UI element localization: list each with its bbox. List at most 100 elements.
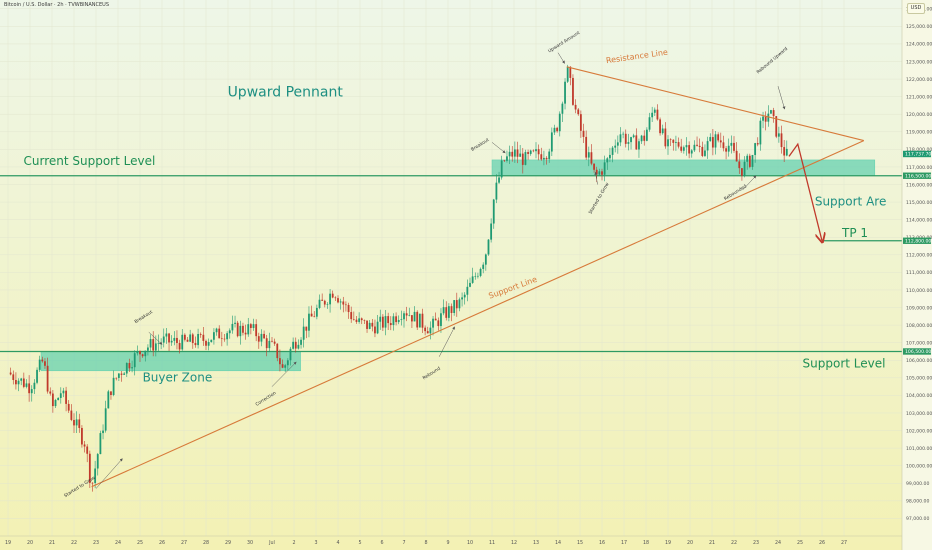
time-tick-label: 23: [93, 540, 99, 546]
candle-down: [176, 337, 178, 344]
time-tick-label: 21: [709, 540, 715, 546]
candle-up: [228, 330, 231, 334]
candle-up: [706, 141, 709, 151]
support-level-tag-bg: [903, 348, 931, 355]
candle-down: [601, 171, 603, 175]
candle-down: [764, 116, 767, 122]
price-tick-label: 98,000.00: [906, 499, 929, 505]
time-tick-label: 30: [247, 540, 253, 546]
candle-up: [133, 353, 136, 368]
symbol-title[interactable]: Bitcoin / U.S. Dollar · 2h · TVWBINANCE‌…: [4, 2, 110, 8]
grid: [0, 0, 902, 536]
candle-up: [154, 343, 157, 351]
candle-down: [49, 391, 52, 394]
candle-up: [553, 127, 556, 133]
candle-up: [20, 378, 23, 381]
candle-down: [65, 390, 67, 404]
candle-down: [424, 327, 427, 332]
candle-up: [157, 342, 160, 344]
candle-up: [247, 324, 250, 335]
price-axis[interactable]: 97,000.00 98,000.00 99,000.00 100,000.00 101…: [901, 0, 932, 550]
candle-up: [62, 390, 65, 394]
current-support-level-tag: 116,500.00: [905, 173, 931, 179]
candle-up: [226, 333, 229, 340]
annotation-arrow: [148, 331, 163, 345]
candle-down: [772, 110, 775, 117]
price-tick-label: 124,000.00: [906, 42, 932, 48]
candle-down: [46, 365, 49, 392]
candle-up: [519, 153, 522, 157]
candle-up: [260, 333, 263, 342]
candle-up: [326, 304, 329, 305]
time-tick-label: 20: [687, 540, 693, 546]
price-tick-label: 105,000.00: [906, 376, 932, 382]
candle-up: [685, 145, 688, 148]
candle-up: [147, 347, 149, 351]
candle-up: [616, 142, 619, 146]
candle-down: [223, 338, 226, 340]
price-tick-label: 125,000.00: [906, 24, 932, 30]
candle-up: [675, 142, 677, 143]
candle-down: [168, 333, 170, 343]
candle-down: [9, 372, 12, 375]
candle-down: [44, 361, 46, 366]
candle-down: [503, 160, 506, 162]
candle-up: [603, 162, 606, 175]
candle-down: [202, 334, 205, 341]
candle-down: [313, 316, 316, 318]
time-tick-label: 28: [203, 540, 209, 546]
zone-buyer-zone: [40, 351, 301, 372]
price-tick-label: 114,000.00: [906, 217, 932, 223]
candle-up: [587, 152, 590, 158]
candle-up: [651, 112, 654, 118]
time-tick-label: 25: [137, 540, 143, 546]
candle-up: [239, 325, 242, 337]
candle-up: [477, 275, 479, 277]
candle-up: [690, 150, 693, 154]
candle-down: [12, 374, 15, 380]
price-tick-label: 103,000.00: [906, 411, 932, 417]
candle-up: [207, 342, 210, 346]
candle-up: [693, 144, 696, 151]
candle-up: [614, 145, 617, 148]
candle-up: [94, 468, 97, 483]
candle-up: [645, 129, 648, 141]
candle-down: [352, 319, 355, 320]
candle-down: [67, 403, 70, 411]
candle-down: [366, 320, 368, 329]
candle-down: [659, 119, 661, 134]
candle-down: [51, 393, 54, 407]
candle-up: [38, 359, 41, 370]
price-tick-label: 112,000.00: [906, 253, 932, 259]
currency-button[interactable]: USD: [907, 3, 925, 14]
candle-down: [120, 373, 123, 375]
price-tick-label: 117,000.00: [906, 165, 932, 171]
candle-down: [656, 109, 659, 120]
candle-down: [677, 142, 680, 147]
candle-down: [434, 318, 437, 321]
candle-up: [709, 137, 712, 142]
candle-up: [447, 306, 450, 318]
candle-up: [648, 117, 651, 130]
candle-down: [395, 316, 397, 323]
candle-up: [408, 315, 411, 316]
candle-down: [265, 338, 268, 349]
candle-down: [735, 150, 738, 162]
candle-up: [479, 268, 482, 276]
candle-down: [152, 339, 155, 351]
candle-up: [714, 134, 717, 148]
candle-down: [389, 323, 392, 326]
candle-down: [445, 307, 448, 318]
tp-1-tag: 112,800.00: [905, 238, 931, 244]
time-tick-label: Jul: [268, 540, 275, 546]
candle-up: [490, 223, 493, 240]
annotation-arrow: [491, 142, 506, 154]
candle-up: [170, 340, 173, 343]
candle-up: [33, 382, 36, 390]
price-tick-label: 97,000.00: [906, 516, 929, 522]
annotation-arrow: [95, 458, 123, 489]
candle-down: [271, 340, 273, 342]
time-axis[interactable]: 19 20 21 22 23 24 25 26 27 28 29 30 Jul 2 3 4 5 6 7 8 9 10 11 1…: [0, 535, 902, 546]
